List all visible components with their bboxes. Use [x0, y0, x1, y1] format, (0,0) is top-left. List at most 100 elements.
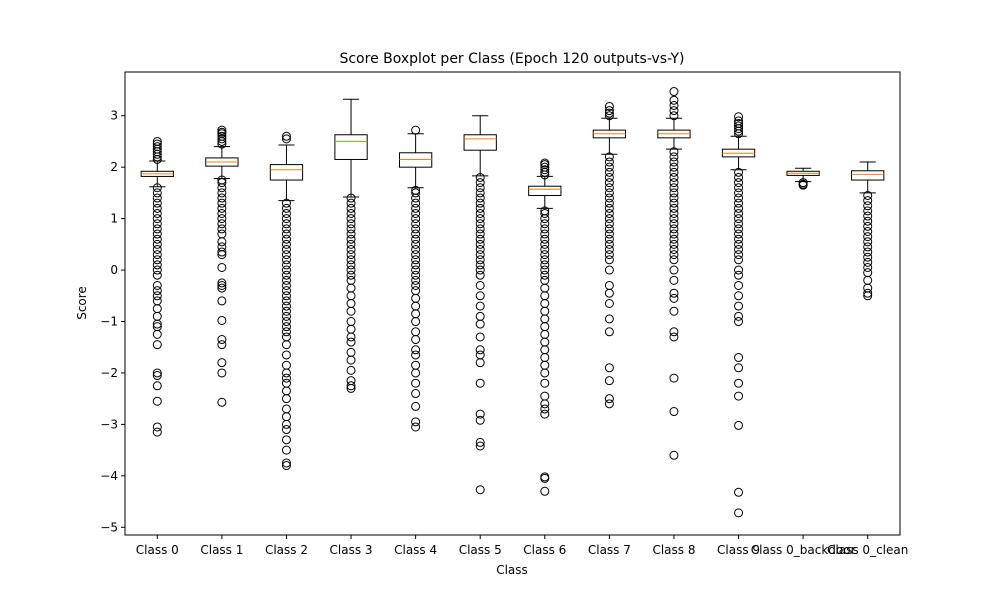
flier-point [669, 373, 679, 383]
flier-point [475, 214, 485, 224]
flier-point [475, 208, 485, 218]
flier-point [475, 291, 485, 301]
y-axis-label: Score [75, 286, 89, 320]
flier-point [604, 229, 614, 239]
flier-point [411, 275, 421, 285]
y-tick-label: 3 [110, 109, 118, 123]
x-ticks: Class 0 Class 1 Class 2 Class 3 Class 4 Class… [136, 535, 908, 557]
box-iqr [851, 170, 885, 181]
flier-point [734, 172, 744, 182]
y-tick-label: −1 [100, 315, 118, 329]
flier-point [152, 188, 162, 198]
flier-point [604, 157, 614, 167]
flier-point [540, 378, 550, 388]
flier-point [863, 206, 873, 216]
flier-point [411, 270, 421, 280]
x-tick-label: Class 4 [394, 543, 437, 557]
x-tick-label: Class 0_backdoor [751, 543, 856, 557]
flier-point [281, 311, 291, 321]
flier-point [411, 203, 421, 213]
flier-point [346, 306, 356, 316]
flier-point [734, 487, 744, 497]
flier-point [669, 95, 679, 105]
flier-point [669, 152, 679, 162]
flier-point [152, 193, 162, 203]
flier-point [346, 250, 356, 260]
flier-point [734, 188, 744, 198]
flier-point [540, 260, 550, 270]
flier-point [863, 291, 873, 301]
flier-point [604, 239, 614, 249]
flier-point [152, 234, 162, 244]
flier-point [346, 365, 356, 375]
flier-point [217, 278, 227, 288]
flier-point [604, 203, 614, 213]
flier-point [281, 250, 291, 260]
flier-point [281, 229, 291, 239]
flier-point [540, 219, 550, 229]
flier-point [734, 244, 744, 254]
box-1 [205, 125, 239, 407]
flier-point [281, 255, 291, 265]
flier-point [734, 219, 744, 229]
flier-point [152, 371, 162, 381]
flier-point [604, 152, 614, 162]
x-tick-label: Class 3 [330, 543, 373, 557]
flier-point [217, 250, 227, 260]
flier-point [411, 345, 421, 355]
flier-point [346, 203, 356, 213]
flier-point [346, 234, 356, 244]
box-10 [786, 167, 820, 190]
flier-point [346, 265, 356, 275]
flier-point [281, 208, 291, 218]
flier-point [540, 270, 550, 280]
flier-point [152, 250, 162, 260]
flier-point [475, 255, 485, 265]
flier-point [411, 219, 421, 229]
flier-point [475, 178, 485, 188]
flier-point [863, 242, 873, 252]
flier-point [734, 124, 744, 134]
flier-point [540, 255, 550, 265]
flier-point [281, 461, 291, 471]
flier-point [669, 450, 679, 460]
flier-point [734, 126, 744, 136]
flier-point [411, 317, 421, 327]
flier-point [411, 214, 421, 224]
flier-point [669, 87, 679, 97]
flier-point [475, 270, 485, 280]
flier-point [281, 203, 291, 213]
y-tick-label: −4 [100, 469, 118, 483]
flier-point [604, 363, 614, 373]
flier-point [669, 188, 679, 198]
flier-point [669, 147, 679, 157]
flier-point [540, 229, 550, 239]
flier-point [475, 250, 485, 260]
flier-point [734, 167, 744, 177]
flier-point [669, 183, 679, 193]
flier-point [734, 183, 744, 193]
flier-point [475, 301, 485, 311]
flier-point [411, 255, 421, 265]
flier-point [346, 381, 356, 391]
x-tick-label: Class 9 [717, 543, 760, 557]
flier-point [475, 193, 485, 203]
box-11 [851, 161, 885, 301]
flier-point [152, 154, 162, 164]
flier-point [540, 368, 550, 378]
box-5 [463, 115, 497, 495]
flier-point [604, 108, 614, 118]
flier-point [152, 319, 162, 329]
flier-point [734, 239, 744, 249]
box-iqr [528, 185, 562, 196]
flier-point [152, 286, 162, 296]
flier-point [604, 172, 614, 182]
flier-point [475, 409, 485, 419]
plot-frame [124, 71, 901, 536]
flier-point [217, 237, 227, 247]
flier-point [734, 129, 744, 139]
flier-point [475, 319, 485, 329]
box-iqr [398, 152, 433, 168]
flier-point [152, 422, 162, 432]
flier-point [604, 178, 614, 188]
